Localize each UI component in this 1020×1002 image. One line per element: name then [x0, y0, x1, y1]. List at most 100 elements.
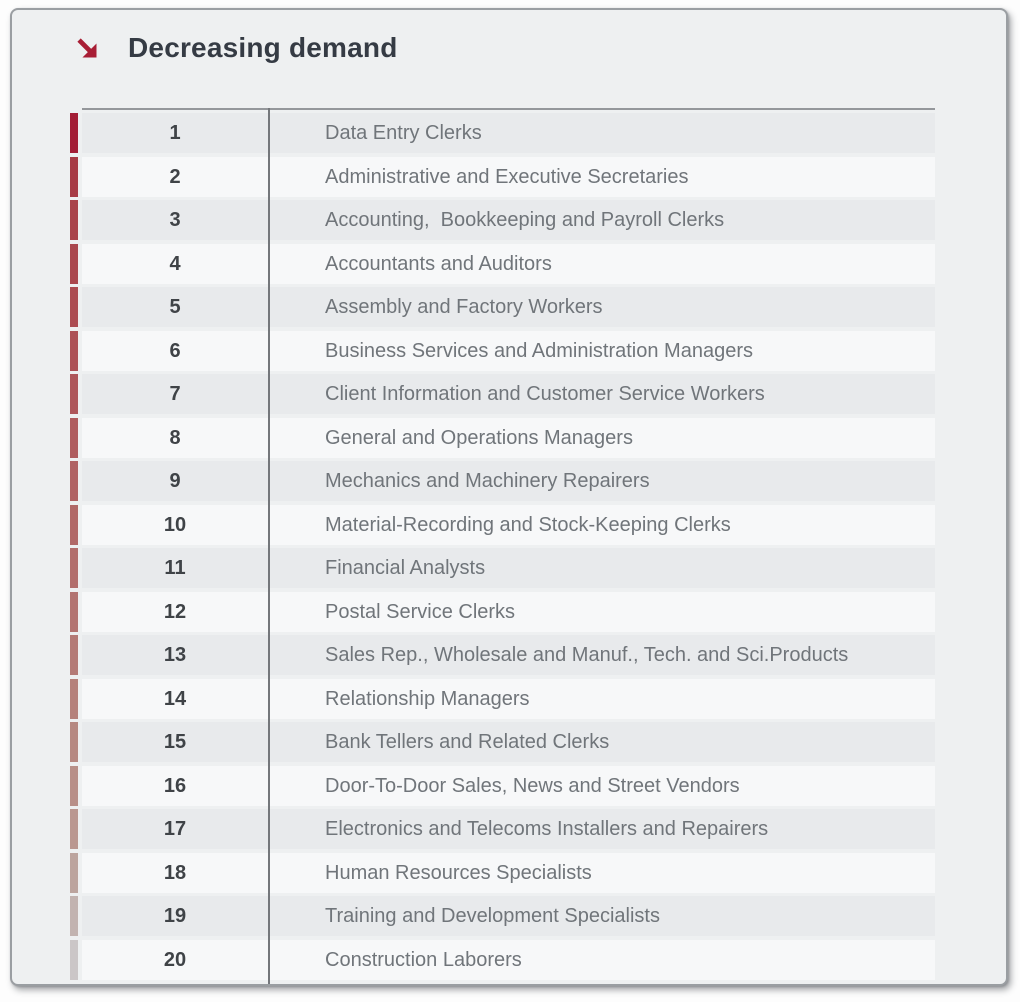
arrow-down-right-icon — [74, 35, 101, 62]
rank-table: 1 Data Entry Clerks 2 Administrative and… — [70, 108, 935, 984]
table-row: 13 Sales Rep., Wholesale and Manuf., Tec… — [70, 635, 935, 675]
occupation-label: General and Operations Managers — [325, 426, 633, 449]
row-background — [82, 591, 935, 632]
rank-intensity-bar — [70, 243, 78, 284]
rank-intensity-bar — [70, 504, 78, 545]
rank-number: 12 — [163, 600, 187, 623]
row-background — [82, 635, 935, 675]
row-background — [82, 287, 935, 327]
rank-number: 2 — [169, 165, 181, 188]
rank-number: 3 — [169, 209, 181, 231]
occupation-label: Administrative and Executive Secretaries — [325, 165, 689, 188]
occupation-label: Client Information and Customer Service … — [325, 383, 765, 405]
row-background — [82, 809, 935, 849]
row-background — [82, 113, 935, 153]
occupation-label: Material-Recording and Stock-Keeping Cle… — [325, 513, 731, 536]
rank-intensity-bar — [70, 678, 78, 719]
table-row: 11 Financial Analysts — [70, 548, 935, 588]
rank-intensity-bar — [70, 635, 78, 675]
table-row: 3 Accounting, Bookkeeping and Payroll Cl… — [70, 200, 935, 240]
row-background — [82, 417, 935, 458]
table-row: 14 Relationship Managers — [70, 678, 935, 719]
table-row: 17 Electronics and Telecoms Installers a… — [70, 809, 935, 849]
table-row: 8 General and Operations Managers — [70, 417, 935, 458]
rank-table-rows: 1 Data Entry Clerks 2 Administrative and… — [70, 108, 935, 984]
row-background — [82, 852, 935, 893]
rank-number: 6 — [169, 339, 181, 362]
row-background — [82, 722, 935, 762]
rank-intensity-bar — [70, 939, 78, 980]
section-header: Decreasing demand — [74, 34, 398, 62]
rank-intensity-bar — [70, 156, 78, 197]
rank-intensity-bar — [70, 374, 78, 414]
row-background — [82, 896, 935, 936]
table-row: 9 Mechanics and Machinery Repairers — [70, 461, 935, 501]
row-background — [82, 765, 935, 806]
rank-intensity-bar — [70, 200, 78, 240]
occupation-label: Relationship Managers — [325, 687, 530, 710]
rank-intensity-bar — [70, 113, 78, 153]
rank-number: 15 — [163, 731, 187, 753]
rank-number: 13 — [163, 644, 187, 666]
rank-number: 10 — [163, 513, 187, 536]
rank-number: 18 — [163, 861, 187, 884]
rank-number: 5 — [169, 296, 181, 318]
table-row: 4 Accountants and Auditors — [70, 243, 935, 284]
row-background — [82, 200, 935, 240]
rank-number: 9 — [169, 470, 181, 492]
column-divider — [268, 108, 270, 984]
table-row: 1 Data Entry Clerks — [70, 113, 935, 153]
table-row: 6 Business Services and Administration M… — [70, 330, 935, 371]
report-card: Decreasing demand 1 Data Entry Clerks 2 … — [10, 8, 1008, 986]
row-background — [82, 504, 935, 545]
occupation-label: Accounting, Bookkeeping and Payroll Cler… — [325, 209, 725, 231]
rank-intensity-bar — [70, 722, 78, 762]
occupation-label: Financial Analysts — [325, 557, 486, 579]
rank-intensity-bar — [70, 896, 78, 936]
row-background — [82, 939, 935, 980]
row-background — [82, 156, 935, 197]
section-title: Decreasing demand — [128, 32, 398, 63]
occupation-label: Sales Rep., Wholesale and Manuf., Tech. … — [325, 644, 849, 666]
rank-intensity-bar — [70, 417, 78, 458]
table-top-rule — [82, 108, 935, 110]
table-row: 16 Door-To-Door Sales, News and Street V… — [70, 765, 935, 806]
rank-intensity-bar — [70, 287, 78, 327]
occupation-label: Construction Laborers — [325, 948, 522, 971]
row-background — [82, 461, 935, 501]
rank-number: 20 — [163, 948, 187, 971]
rank-number: 11 — [164, 557, 186, 579]
occupation-label: Business Services and Administration Man… — [325, 339, 753, 362]
row-background — [82, 678, 935, 719]
occupation-label: Accountants and Auditors — [325, 252, 552, 275]
table-row: 18 Human Resources Specialists — [70, 852, 935, 893]
table-row: 15 Bank Tellers and Related Clerks — [70, 722, 935, 762]
table-row: 10 Material-Recording and Stock-Keeping … — [70, 504, 935, 545]
row-background — [82, 374, 935, 414]
table-row: 5 Assembly and Factory Workers — [70, 287, 935, 327]
row-background — [82, 548, 935, 588]
occupation-label: Electronics and Telecoms Installers and … — [325, 818, 769, 840]
rank-number: 1 — [169, 122, 181, 144]
occupation-label: Human Resources Specialists — [325, 861, 592, 884]
table-row: 20 Construction Laborers — [70, 939, 935, 980]
rank-number: 7 — [169, 383, 181, 405]
occupation-label: Door-To-Door Sales, News and Street Vend… — [325, 774, 740, 797]
rank-number: 14 — [163, 687, 187, 710]
occupation-label: Data Entry Clerks — [325, 122, 482, 144]
rank-intensity-bar — [70, 852, 78, 893]
table-row: 2 Administrative and Executive Secretari… — [70, 156, 935, 197]
rank-intensity-bar — [70, 330, 78, 371]
rank-number: 17 — [163, 818, 187, 840]
rank-number: 8 — [169, 426, 181, 449]
occupation-label: Assembly and Factory Workers — [325, 296, 603, 318]
table-row: 7 Client Information and Customer Servic… — [70, 374, 935, 414]
rank-number: 4 — [169, 252, 181, 275]
rank-intensity-bar — [70, 809, 78, 849]
row-background — [82, 243, 935, 284]
rank-intensity-bar — [70, 765, 78, 806]
occupation-label: Bank Tellers and Related Clerks — [325, 731, 610, 753]
occupation-label: Mechanics and Machinery Repairers — [325, 470, 650, 492]
row-background — [82, 330, 935, 371]
table-row: 19 Training and Development Specialists — [70, 896, 935, 936]
